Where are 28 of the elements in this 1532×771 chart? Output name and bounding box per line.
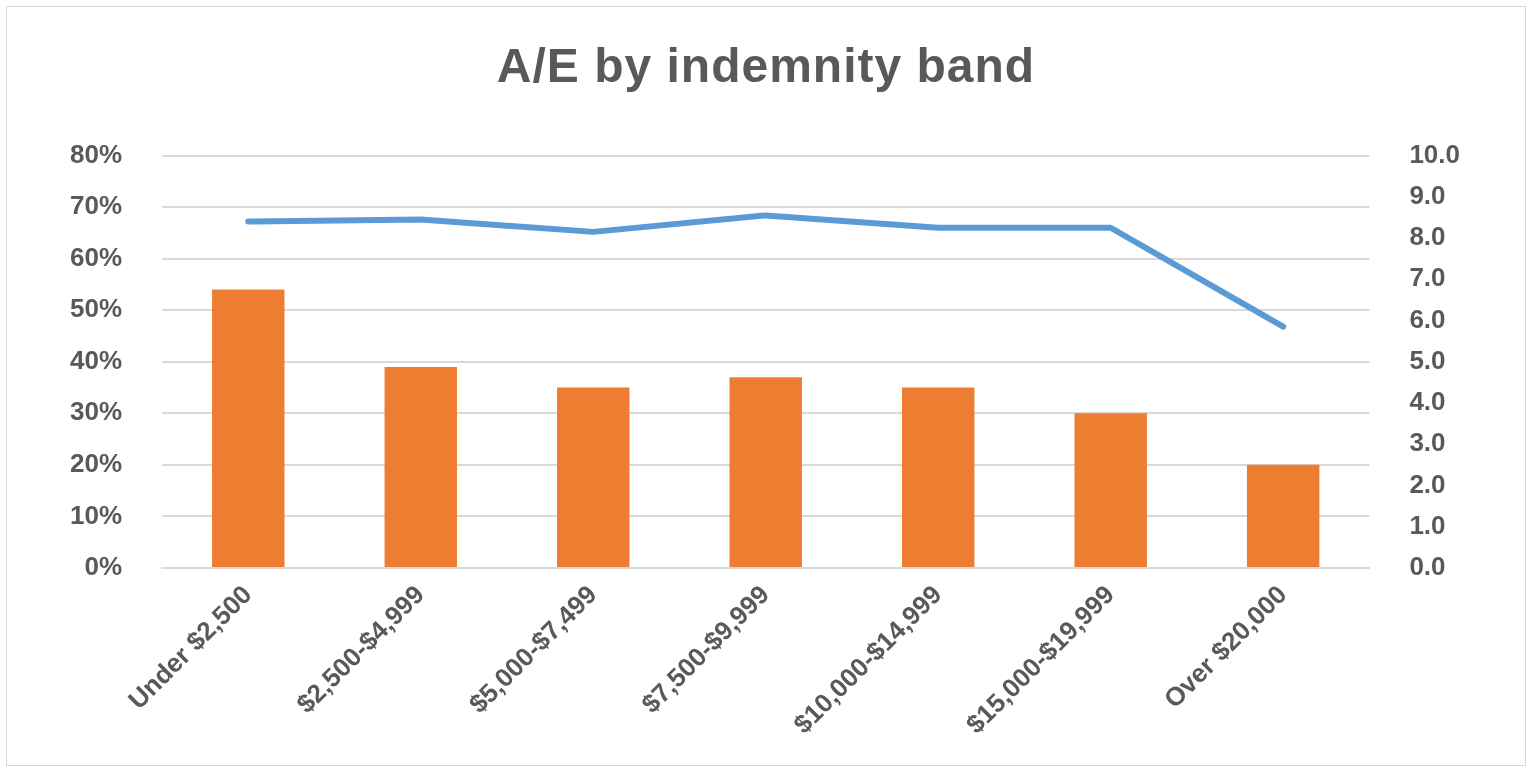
y-tick-label: 80% [69, 138, 123, 169]
y2-tick-label: 10.0 [1409, 138, 1461, 169]
bar [212, 289, 285, 567]
y2-tick-label: 1.0 [1409, 509, 1446, 540]
bar [901, 387, 975, 567]
y2-tick-label: 3.0 [1409, 427, 1446, 458]
chart-title: A/E by indemnity band [495, 38, 1037, 93]
bar [1074, 413, 1147, 567]
y2-tick-label: 7.0 [1409, 262, 1446, 293]
y2-tick-label: 0.0 [1409, 551, 1446, 582]
y-tick-label: 20% [69, 448, 123, 478]
y2-tick-label: 4.0 [1409, 386, 1446, 417]
y-tick-label: 10% [69, 499, 123, 530]
y-tick-label: 0% [84, 551, 123, 582]
y-tick-label: 30% [69, 396, 123, 427]
y-tick-label: 50% [69, 293, 123, 324]
bar [729, 377, 802, 567]
y2-tick-label: 9.0 [1409, 180, 1446, 210]
bar [557, 387, 630, 567]
y2-tick-label: 2.0 [1409, 468, 1446, 499]
bar [384, 366, 457, 567]
y-tick-label: 70% [69, 190, 123, 221]
y2-tick-label: 6.0 [1409, 303, 1446, 334]
y-tick-label: 60% [69, 241, 123, 272]
y2-tick-label: 8.0 [1409, 221, 1446, 252]
bar [1246, 464, 1320, 567]
y2-tick-label: 5.0 [1409, 344, 1446, 375]
y-tick-label: 40% [69, 344, 123, 375]
